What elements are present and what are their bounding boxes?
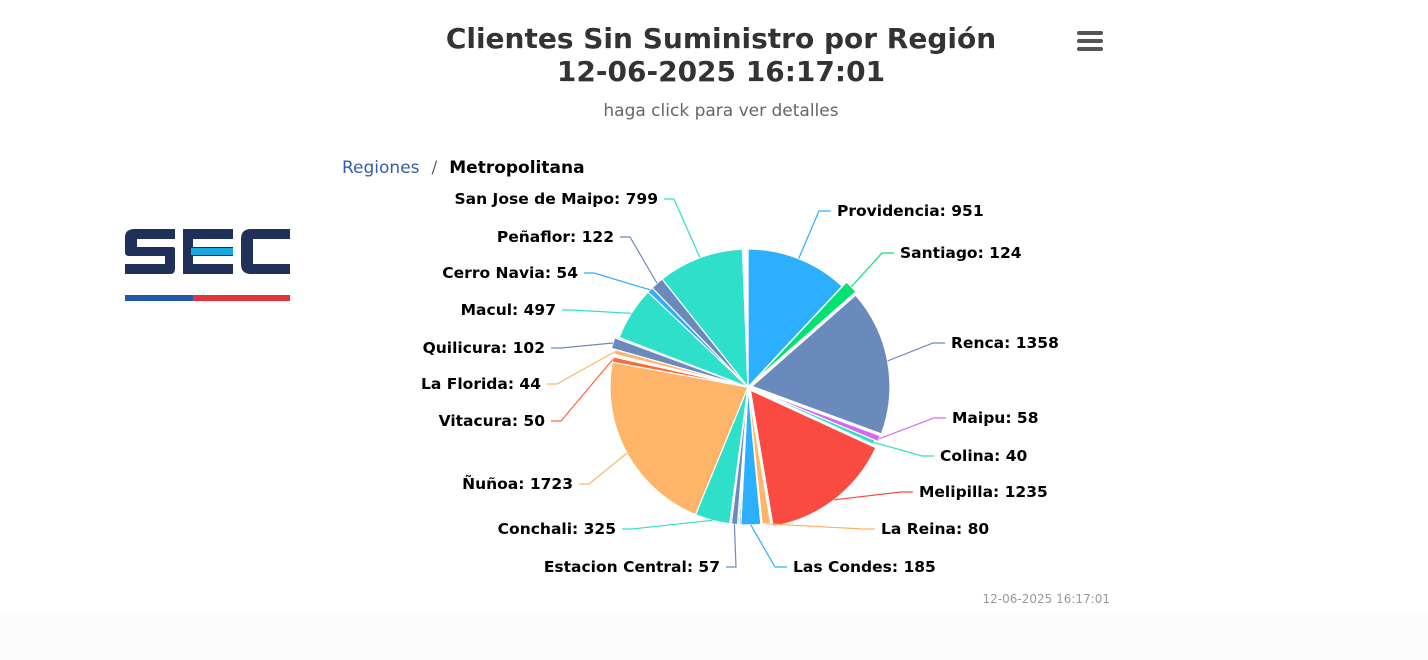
data-label-maipu[interactable]: Maipu: 58 (952, 409, 1039, 427)
connector-san-jose-de-maipo (664, 198, 701, 258)
data-label-macul[interactable]: Macul: 497 (461, 301, 556, 319)
logo-shape-3 (241, 229, 290, 274)
data-label-estacion-central[interactable]: Estacion Central: 57 (544, 558, 720, 576)
connector-las-condes (750, 524, 787, 568)
pie-slice-santiago[interactable] (751, 281, 857, 384)
logo-shape-5 (193, 295, 290, 301)
data-label-providencia[interactable]: Providencia: 951 (837, 202, 984, 220)
connector-la-reina (766, 523, 875, 530)
data-label-santiago[interactable]: Santiago: 124 (900, 244, 1022, 262)
connector-colina (874, 441, 934, 457)
connector-santiago (850, 252, 894, 288)
connector-maipu (878, 417, 946, 440)
chart-title-line-1: Clientes Sin Suministro por Región (445, 22, 997, 55)
breadcrumb-current: Metropolitana (449, 158, 585, 178)
pie-slice-san-jose-de-maipo[interactable] (661, 248, 749, 388)
connector-peñaflor (620, 236, 658, 284)
logo-shape-4 (125, 295, 193, 301)
pie-slice-slice-28[interactable] (746, 248, 749, 388)
logo-shape-0 (125, 229, 175, 274)
connector-cerro-navia (584, 272, 651, 291)
connector-estacion-central (726, 524, 737, 568)
pie-slice-ñuñoa[interactable] (609, 361, 749, 516)
connector-renca (887, 342, 945, 362)
chart-title: Clientes Sin Suministro por Región 12-06… (418, 22, 1024, 88)
data-label-ñuñoa[interactable]: Ñuñoa: 1723 (462, 474, 573, 493)
data-label-peñaflor[interactable]: Peñaflor: 122 (497, 228, 614, 246)
data-label-vitacura[interactable]: Vitacura: 50 (439, 412, 546, 430)
chart-title-line-2: 12-06-2025 16:17:01 (556, 55, 886, 88)
hamburger-menu-icon[interactable] (1074, 28, 1106, 56)
data-label-la-reina[interactable]: La Reina: 80 (881, 520, 989, 538)
data-label-conchali[interactable]: Conchali: 325 (498, 520, 616, 538)
connector-quilicura (551, 342, 614, 349)
pie-slice-providencia[interactable] (747, 248, 843, 388)
connector-vitacura (551, 359, 614, 422)
breadcrumb-separator: / (431, 158, 438, 178)
breadcrumb-link-regiones[interactable]: Regiones (342, 158, 420, 178)
connector-la-florida (547, 351, 615, 385)
data-label-la-florida[interactable]: La Florida: 44 (421, 375, 541, 393)
data-label-san-jose-de-maipo[interactable]: San Jose de Maipo: 799 (455, 190, 659, 208)
connector-melipilla (834, 491, 913, 501)
sec-logo (125, 229, 290, 301)
logo-shape-2 (191, 248, 233, 255)
connector-macul (562, 309, 632, 314)
footer-band (0, 614, 1428, 660)
chart-credits-timestamp: 12-06-2025 16:17:01 (982, 592, 1110, 606)
pie-slice-renca[interactable] (751, 294, 891, 435)
data-label-renca[interactable]: Renca: 1358 (951, 334, 1059, 352)
breadcrumb: Regiones / Metropolitana (342, 158, 585, 178)
data-label-colina[interactable]: Colina: 40 (940, 447, 1028, 465)
connector-ñuñoa (579, 452, 628, 485)
chart-subtitle: haga click para ver detalles (603, 101, 839, 121)
data-label-cerro-navia[interactable]: Cerro Navia: 54 (442, 264, 578, 282)
data-label-melipilla[interactable]: Melipilla: 1235 (919, 483, 1048, 501)
connector-providencia (798, 210, 831, 259)
data-label-quilicura[interactable]: Quilicura: 102 (423, 339, 545, 357)
connector-conchali (622, 519, 713, 530)
data-label-las-condes[interactable]: Las Condes: 185 (793, 558, 936, 576)
